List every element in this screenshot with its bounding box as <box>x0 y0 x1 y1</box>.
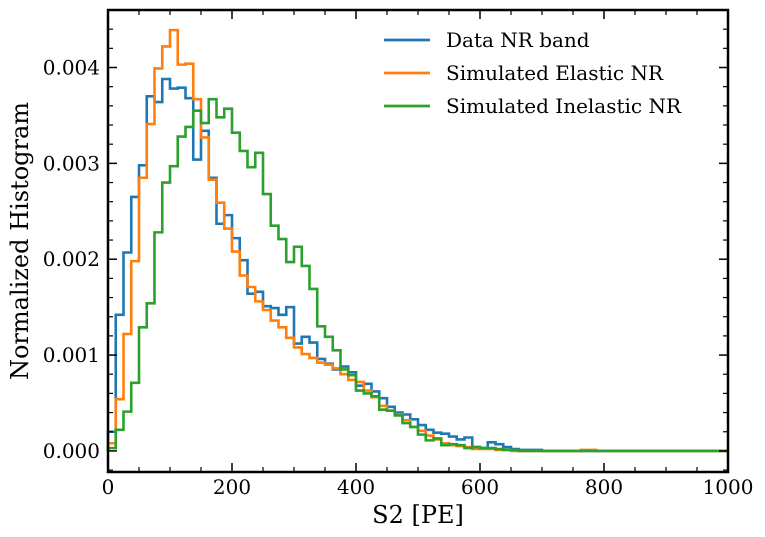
x-tick-label: 200 <box>213 475 251 499</box>
y-tick-label: 0.002 <box>43 247 100 271</box>
x-tick-label: 400 <box>337 475 375 499</box>
legend: Data NR band Simulated Elastic NR Simula… <box>384 28 682 118</box>
x-axis-label: S2 [PE] <box>372 501 464 529</box>
legend-label-data-nr-band: Data NR band <box>446 28 590 52</box>
y-tick-label: 0.000 <box>43 439 100 463</box>
x-tick-label: 600 <box>461 475 499 499</box>
series-layer <box>106 28 728 453</box>
y-tick-label: 0.001 <box>43 343 100 367</box>
tick-layer: 0 200 400 600 800 1000 0.000 0.001 0.002 0.003 0.0… <box>43 10 754 499</box>
x-tick-label: 0 <box>102 475 115 499</box>
y-tick-label: 0.003 <box>43 151 100 175</box>
series-simulated-inelastic-nr <box>106 97 728 453</box>
legend-label-simulated-inelastic-nr: Simulated Inelastic NR <box>446 94 682 118</box>
y-axis-label: Normalized Histogram <box>6 102 34 380</box>
legend-label-simulated-elastic-nr: Simulated Elastic NR <box>446 61 664 85</box>
y-tick-label: 0.004 <box>43 56 100 80</box>
x-tick-label: 1000 <box>703 475 754 499</box>
plot-frame <box>106 8 730 474</box>
x-tick-label: 800 <box>585 475 623 499</box>
